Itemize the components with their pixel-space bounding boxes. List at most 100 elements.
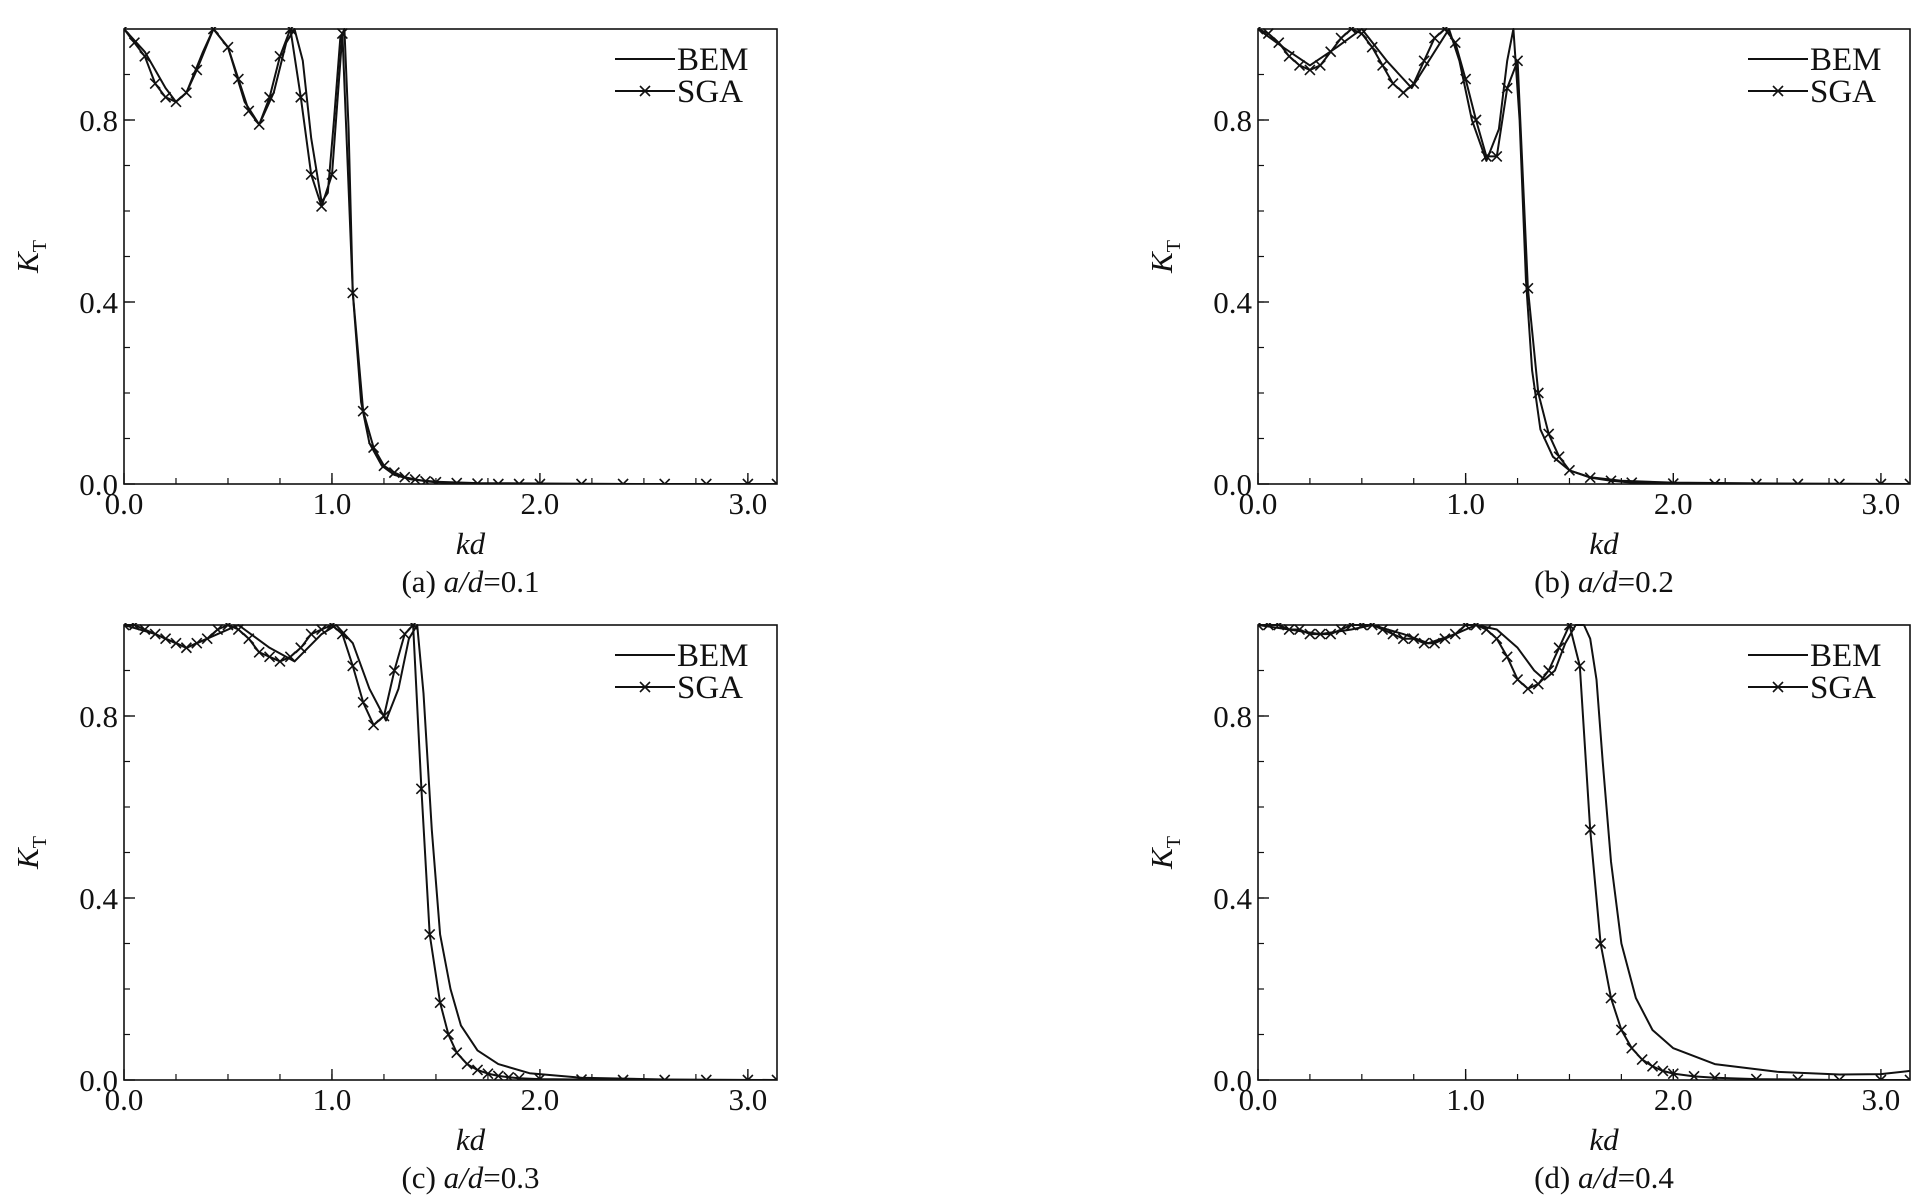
data-point-sga bbox=[1875, 478, 1887, 484]
panel-caption: (d) a/d=0.4 bbox=[1534, 1160, 1674, 1195]
data-point-sga bbox=[1460, 623, 1472, 631]
data-point-sga bbox=[1418, 55, 1430, 67]
x-tick-label: 1.0 bbox=[1446, 486, 1485, 521]
x-tick-label: 3.0 bbox=[1862, 1082, 1901, 1117]
data-point-sga bbox=[700, 478, 712, 484]
data-point-sga bbox=[1543, 428, 1555, 440]
data-point-sga bbox=[1833, 1074, 1845, 1080]
data-point-sga bbox=[492, 1070, 504, 1080]
data-point-sga bbox=[315, 623, 328, 636]
data-point-sga bbox=[305, 628, 317, 640]
data-point-sga bbox=[357, 696, 369, 708]
y-tick-label: 0.0 bbox=[79, 467, 118, 502]
data-point-sga bbox=[1605, 475, 1617, 484]
legend-label-bem: BEM bbox=[1810, 638, 1882, 674]
y-tick-label: 0.0 bbox=[1213, 1063, 1252, 1098]
data-point-sga bbox=[336, 27, 348, 40]
data-point-sga bbox=[1904, 478, 1910, 484]
data-point-sga bbox=[1314, 59, 1326, 71]
x-tick-label: 2.0 bbox=[1654, 486, 1693, 521]
legend-label-sga: SGA bbox=[1810, 74, 1876, 110]
y-tick-label: 0.4 bbox=[1213, 881, 1252, 916]
data-point-sga bbox=[1584, 824, 1596, 836]
x-tick-label: 3.0 bbox=[729, 1082, 768, 1117]
data-point-sga bbox=[1688, 1070, 1700, 1080]
legend-marker bbox=[639, 681, 651, 693]
panel-caption: (a) a/d=0.1 bbox=[401, 564, 539, 599]
data-point-sga bbox=[1553, 451, 1565, 463]
data-point-sga bbox=[326, 169, 338, 181]
data-point-sga bbox=[471, 1064, 484, 1076]
data-point-sga bbox=[1595, 937, 1607, 950]
data-point-sga bbox=[617, 478, 629, 484]
data-point-sga bbox=[124, 623, 130, 631]
chart-panel-1: 0.0 0.4 0.8 0.0 1.0 2.0 3.0 kd KT (a) a/d=0.1 BEMS… bbox=[10, 27, 778, 599]
data-point-sga bbox=[1522, 683, 1534, 695]
panel-caption: (b) a/d=0.2 bbox=[1534, 564, 1674, 599]
data-point-sga bbox=[742, 1074, 754, 1080]
data-point-sga bbox=[415, 783, 427, 795]
data-point-sga bbox=[534, 1073, 546, 1080]
data-point-sga bbox=[378, 460, 390, 472]
data-point-sga bbox=[399, 471, 411, 483]
data-point-sga bbox=[1408, 78, 1420, 90]
x-tick-label: 2.0 bbox=[1654, 1082, 1693, 1117]
data-point-sga bbox=[170, 96, 182, 108]
data-point-sga bbox=[1501, 651, 1513, 663]
legend-label-sga: SGA bbox=[677, 74, 743, 110]
y-tick-label: 0.0 bbox=[79, 1063, 118, 1098]
data-point-sga bbox=[1480, 150, 1492, 162]
data-point-sga bbox=[659, 478, 671, 484]
data-point-sga bbox=[1792, 478, 1804, 484]
data-point-sga bbox=[1574, 660, 1586, 672]
data-point-sga bbox=[274, 655, 286, 667]
data-point-sga bbox=[407, 623, 419, 631]
data-point-sga bbox=[1293, 59, 1306, 71]
data-point-sga bbox=[471, 477, 484, 484]
data-point-sga bbox=[513, 1072, 525, 1080]
data-point-sga bbox=[771, 1074, 777, 1080]
data-point-sga bbox=[315, 200, 328, 213]
data-point-sga bbox=[1875, 1074, 1887, 1080]
data-point-sga bbox=[212, 623, 224, 636]
data-point-sga bbox=[388, 664, 400, 677]
data-point-sga bbox=[295, 642, 307, 654]
data-point-sga bbox=[139, 50, 151, 62]
legend-label-sga: SGA bbox=[1810, 670, 1876, 706]
data-point-sga bbox=[1511, 674, 1524, 686]
data-point-sga bbox=[1428, 32, 1441, 44]
data-point-sga bbox=[1904, 1074, 1910, 1080]
data-point-sga bbox=[128, 37, 140, 49]
data-point-sga bbox=[1397, 87, 1409, 99]
data-point-sga bbox=[378, 710, 390, 722]
data-point-sga bbox=[1283, 623, 1295, 636]
data-point-sga bbox=[1262, 27, 1274, 40]
data-point-sga bbox=[1387, 628, 1399, 640]
data-point-sga bbox=[1314, 628, 1326, 640]
data-point-sga bbox=[180, 642, 192, 654]
data-point-sga bbox=[1511, 55, 1524, 67]
data-point-sga bbox=[1356, 623, 1368, 631]
data-point-sga bbox=[1750, 478, 1762, 484]
x-axis-label: kd bbox=[1589, 1122, 1619, 1157]
legend-label-sga: SGA bbox=[677, 670, 743, 706]
data-point-sga bbox=[1605, 992, 1617, 1004]
data-point-sga bbox=[399, 628, 411, 640]
data-point-sga bbox=[1750, 1073, 1762, 1080]
data-point-sga bbox=[274, 50, 286, 62]
data-point-sga bbox=[424, 928, 436, 940]
data-point-sga bbox=[482, 1068, 494, 1080]
data-point-sga bbox=[534, 478, 546, 484]
data-point-sga bbox=[1543, 664, 1555, 677]
data-point-sga bbox=[1304, 64, 1316, 76]
y-tick-label: 0.8 bbox=[1213, 699, 1252, 734]
y-axis-label: KT bbox=[10, 836, 51, 870]
data-point-sga bbox=[191, 637, 203, 649]
data-point-sga bbox=[1345, 623, 1358, 631]
data-point-sga bbox=[1449, 628, 1461, 640]
data-point-sga bbox=[1626, 477, 1638, 484]
data-point-sga bbox=[1792, 1073, 1804, 1080]
